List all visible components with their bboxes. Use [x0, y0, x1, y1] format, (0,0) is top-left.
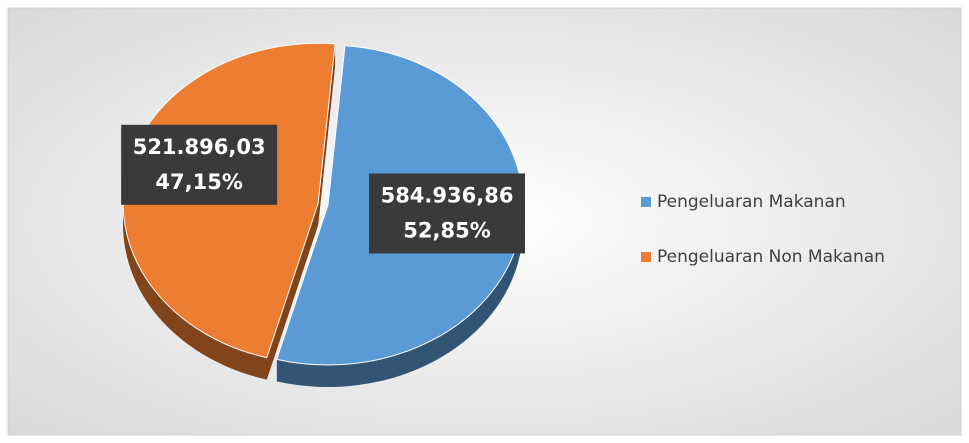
legend-swatch: [641, 197, 651, 207]
legend-swatch: [641, 252, 651, 262]
data-label: 584.936,86: [381, 183, 514, 207]
data-label: 52,85%: [403, 218, 490, 242]
data-label-box: [121, 124, 278, 205]
data-label: 521.896,03: [133, 135, 266, 159]
data-labels: 584.936,86 52,85% 521.896,03 47,15%: [121, 124, 526, 254]
legend-label: Pengeluaran Non Makanan: [657, 247, 885, 267]
legend: Pengeluaran Makanan Pengeluaran Non Makan…: [641, 192, 885, 267]
legend-label: Pengeluaran Makanan: [657, 192, 846, 212]
data-label-box: [369, 173, 526, 254]
data-label: 47,15%: [155, 170, 242, 194]
